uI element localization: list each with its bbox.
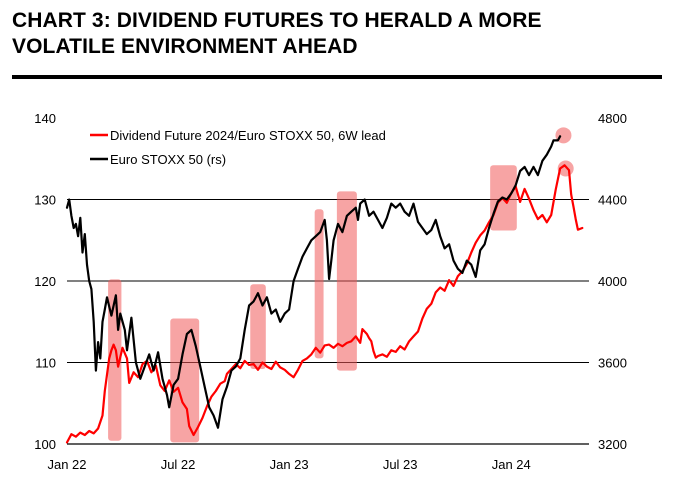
highlight-box-3 [250,284,266,370]
chart-title-line-2: VOLATILE ENVIRONMENT AHEAD [12,35,358,58]
left-tick-label-100: 100 [34,437,56,452]
left-tick-label-130: 130 [34,193,56,208]
right-tick-label-3200: 3200 [598,437,627,452]
x-tick-label-5: Jan 24 [492,457,531,472]
right-tick-label-3600: 3600 [598,356,627,371]
left-tick-label-110: 110 [35,356,56,371]
left-tick-label-140: 140 [34,111,56,126]
x-tick-label-4: Jul 23 [383,457,418,472]
right-tick-label-4000: 4000 [598,274,627,289]
title-divider [12,75,662,79]
right-tick-label-4400: 4400 [598,193,627,208]
x-tick-label-3: Jan 23 [270,457,309,472]
euro-stoxx-line [65,135,562,429]
series-lines [65,135,584,444]
highlight-box-4 [314,209,324,359]
tick-labels: 100 110 120 130 140 3200 3600 4000 4400 4800 Jan 2… [34,111,627,472]
x-tick-label-2: Jul 22 [161,457,196,472]
highlight-boxes [108,127,574,443]
left-tick-label-120: 120 [34,274,56,289]
right-tick-label-4800: 4800 [598,111,627,126]
legend-label-2: Euro STOXX 50 (rs) [110,152,226,167]
chart-title: CHART 3: DIVIDEND FUTURES TO HERALD A MO… [12,8,662,60]
chart-title-line-1: CHART 3: DIVIDEND FUTURES TO HERALD A MO… [12,9,542,32]
legend: Dividend Future 2024/Euro STOXX 50, 6W l… [90,128,386,167]
highlight-box-5 [336,191,357,371]
x-tick-label-1: Jan 22 [47,457,86,472]
highlight-box-2 [170,318,200,443]
legend-label-1: Dividend Future 2024/Euro STOXX 50, 6W l… [110,128,386,143]
